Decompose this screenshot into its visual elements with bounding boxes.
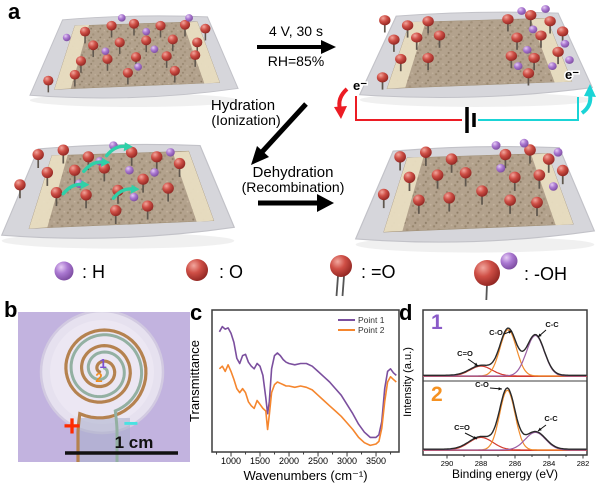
x-tick-label: 1000 <box>221 456 241 466</box>
circuit-wire-cyan <box>478 97 579 121</box>
electron-label-left: e⁻ <box>353 78 367 93</box>
x-tick-label: 3000 <box>337 456 357 466</box>
spectrum-label: 1 <box>431 311 443 334</box>
double-bond-icon <box>341 275 345 297</box>
membrane-4 <box>354 138 596 253</box>
y-axis-title: Transmittance <box>190 340 202 422</box>
legend-hydroxyl-h-sphere-icon <box>500 252 518 270</box>
xps-envelope <box>423 387 587 450</box>
x-tick-label: 1500 <box>250 456 270 466</box>
x-tick-label: 284 <box>543 459 556 468</box>
peak-annotation: C-C <box>545 320 559 329</box>
molecule-legend: : H : O : =O : -OH <box>54 252 567 300</box>
molecules <box>376 5 574 90</box>
xps-peak-c-c <box>423 334 587 377</box>
plot-border <box>211 309 400 453</box>
x-tick-label: 290 <box>441 459 454 468</box>
legend-o-sphere-icon <box>186 259 208 281</box>
panel-a-schematic: 4 V, 30 s RH=85% Hydration (Ionization) … <box>0 5 596 300</box>
legend-carbonyl-sphere-icon <box>330 255 352 277</box>
xps-peak-c-o <box>423 329 587 377</box>
panel-d-xps-chart: 290 288 286 284 282 Binding energy (eV) Intens… <box>402 309 590 481</box>
voltage-arrow <box>257 40 336 54</box>
positive-terminal-label: + <box>63 410 81 443</box>
peak-annotation: C-C <box>544 414 558 423</box>
legend-hydroxyl-o-sphere-icon <box>474 260 500 286</box>
membrane-1 <box>29 14 239 108</box>
molecules <box>377 138 569 217</box>
x-tick-label: 282 <box>577 459 590 468</box>
circuit-wire-red <box>355 96 462 121</box>
y-axis-title: Intensity (a.u.) <box>402 347 414 417</box>
peak-annotation: C-O <box>489 328 503 337</box>
molecules <box>43 14 211 93</box>
voltage-label: 4 V, 30 s <box>269 23 323 39</box>
hydration-label-2: (Ionization) <box>211 112 280 128</box>
arrow-head-icon <box>334 106 347 119</box>
peak-annotation: C-O <box>475 380 489 389</box>
legend-h-label: : H <box>82 262 105 282</box>
membrane-illustrations <box>0 5 596 253</box>
x-axis-title: Binding energy (eV) <box>452 467 558 481</box>
electron-label-right: e⁻ <box>565 67 579 82</box>
humidity-label: RH=85% <box>268 53 324 69</box>
spiral-electrodes <box>64 328 148 462</box>
peak-annotation: C=O <box>457 349 473 358</box>
panel-label-d: d <box>399 300 413 325</box>
legend-o-label: : O <box>219 262 243 282</box>
dehydration-label-2: (Recombination) <box>242 179 345 195</box>
xps-peak-c-o <box>423 389 587 451</box>
electron-flow-arrow-red <box>337 87 349 110</box>
x-tick-label: 286 <box>509 459 522 468</box>
membrane-2 <box>358 5 594 107</box>
xps-envelope <box>423 327 587 377</box>
arrow-head-icon <box>251 146 269 165</box>
panel-b-device-photo: 1 2 + − 1 cm <box>18 312 190 462</box>
scale-bar-label: 1 cm <box>115 433 154 452</box>
hydration-arrow <box>251 102 308 165</box>
single-bond-icon <box>485 283 488 300</box>
spectrum-label: 2 <box>431 383 443 406</box>
device-disc-inner <box>50 320 154 424</box>
x-tick-label: 288 <box>475 459 488 468</box>
legend-carbonyl-label: : =O <box>361 262 396 282</box>
panel-label-a: a <box>8 0 21 24</box>
dehydration-label-1: Dehydration <box>253 164 334 181</box>
double-bond-icon <box>335 275 339 297</box>
teal-spiral-electrode <box>69 333 144 462</box>
ftir-curve-point-2 <box>218 364 397 447</box>
plot-border <box>422 309 588 456</box>
panel-c-ftir-chart: 1000 1500 2000 2500 3000 3500 Wavenumbers (cm⁻… <box>190 309 400 483</box>
arrow-shaft <box>260 102 308 154</box>
arrow-head-icon <box>317 194 334 212</box>
measure-point-1: 1 <box>99 356 106 371</box>
x-tick-label: 2500 <box>308 456 328 466</box>
arrow-head-icon <box>584 84 596 97</box>
measure-point-2: 2 <box>95 370 102 385</box>
dehydration-arrow <box>258 194 334 212</box>
legend-hydroxyl-label: : -OH <box>524 264 567 284</box>
xps-peak-c-c <box>423 431 587 451</box>
legend-label: Point 1 <box>358 315 385 325</box>
panel-label-b: b <box>4 297 18 322</box>
panel-label-c: c <box>190 300 203 325</box>
arrow-head-icon <box>321 40 336 54</box>
membrane-3 <box>0 141 236 249</box>
x-tick-label: 2000 <box>279 456 299 466</box>
legend-h-sphere-icon <box>54 261 74 281</box>
ftir-curve-point-1 <box>218 325 397 439</box>
electron-flow-arrow-cyan <box>580 93 593 115</box>
x-tick-label: 3500 <box>366 456 386 466</box>
negative-terminal-label: − <box>123 408 138 438</box>
peak-annotation: C=O <box>454 423 470 432</box>
copper-spiral-electrode <box>64 328 148 462</box>
hydration-label-1: Hydration <box>211 97 275 114</box>
x-axis-title: Wavenumbers (cm⁻¹) <box>243 468 367 483</box>
molecules <box>14 141 186 225</box>
external-circuit: e⁻ e⁻ <box>334 66 596 133</box>
legend-label: Point 2 <box>358 325 385 335</box>
